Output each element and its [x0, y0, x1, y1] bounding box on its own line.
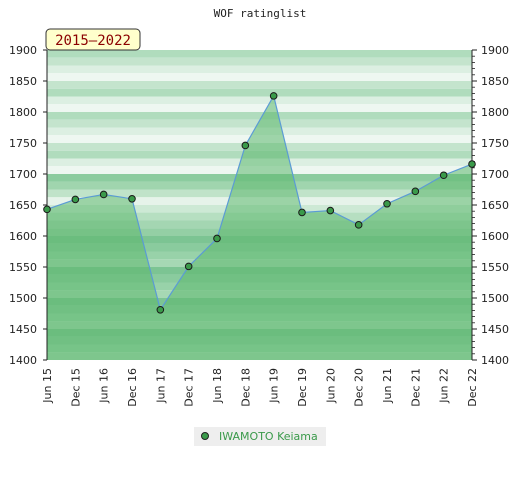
x-tick-label: Dec 17	[183, 368, 196, 407]
x-tick-label: Dec 20	[353, 368, 366, 407]
band	[47, 57, 472, 66]
y-tick-label-right: 1800	[481, 106, 509, 119]
series-area	[47, 95, 472, 360]
y-tick-label-left: 1400	[9, 354, 37, 367]
data-point	[354, 221, 363, 229]
data-point	[468, 160, 476, 168]
x-tick-label: Dec 15	[69, 368, 82, 407]
data-point	[213, 234, 221, 243]
x-tick-label: Jun 18	[211, 368, 224, 404]
data-point	[241, 141, 250, 150]
y-tick-label-left: 1600	[9, 230, 37, 243]
y-tick-label-left: 1450	[9, 323, 37, 336]
y-tick-label-right: 1650	[481, 199, 509, 212]
data-point	[43, 205, 51, 214]
x-tick-label: Dec 18	[239, 368, 252, 407]
band	[47, 104, 472, 112]
data-point	[71, 195, 80, 204]
data-point	[298, 208, 306, 217]
data-point	[156, 305, 165, 314]
band	[47, 88, 472, 97]
y-tick-label-right: 1500	[481, 292, 509, 305]
y-tick-label-right: 1750	[481, 137, 509, 150]
band	[47, 96, 472, 105]
x-tick-label: Jun 17	[154, 368, 167, 404]
y-tick-label-right: 1550	[481, 261, 509, 274]
y-tick-label-left: 1700	[9, 168, 37, 181]
y-tick-label-left: 1850	[9, 75, 37, 88]
data-point	[326, 206, 335, 215]
legend-series-name: IWAMOTO Keiama	[219, 430, 318, 443]
x-tick-label: Dec 16	[126, 368, 139, 407]
legend-marker	[201, 432, 209, 440]
band	[47, 65, 472, 74]
band	[47, 50, 472, 58]
series-line	[46, 94, 473, 312]
x-tick-label: Jun 16	[98, 368, 111, 404]
data-point	[99, 190, 108, 199]
band	[47, 112, 472, 120]
x-tick-label: Dec 22	[466, 368, 479, 407]
points-layer	[43, 92, 476, 314]
data-point	[269, 92, 278, 100]
area-layer	[46, 94, 473, 360]
band	[47, 73, 472, 81]
axes: 1400 1400 1450 1450 1500 1500 1550 1550 1600 1600…	[9, 44, 509, 407]
x-tick-label: Jun 20	[324, 368, 337, 404]
data-point	[184, 262, 193, 271]
y-tick-label-left: 1650	[9, 199, 37, 212]
y-tick-label-right: 1850	[481, 75, 509, 88]
data-point	[439, 171, 448, 180]
y-tick-label-right: 1600	[481, 230, 509, 243]
period-label: 2015–2022	[55, 33, 131, 49]
y-tick-label-left: 1500	[9, 292, 37, 305]
data-point	[128, 195, 136, 203]
data-point	[383, 199, 391, 208]
y-tick-label-left: 1550	[9, 261, 37, 274]
band	[47, 81, 472, 89]
y-tick-label-left: 1800	[9, 106, 37, 119]
data-point	[411, 187, 420, 196]
y-tick-label-left: 1900	[9, 44, 37, 57]
y-tick-label-right: 1900	[481, 44, 509, 57]
x-tick-label: Dec 19	[296, 368, 309, 407]
chart-title: WOF ratinglist	[214, 7, 307, 20]
x-tick-label: Jun 19	[268, 368, 281, 404]
x-tick-label: Jun 22	[438, 368, 451, 404]
x-tick-label: Dec 21	[409, 368, 422, 407]
y-tick-label-right: 1450	[481, 323, 509, 336]
period-badge: 2015–2022	[45, 28, 141, 51]
legend: IWAMOTO Keiama	[194, 427, 326, 446]
y-tick-label-right: 1400	[481, 354, 509, 367]
x-tick-label: Jun 21	[381, 368, 394, 404]
y-tick-label-left: 1750	[9, 137, 37, 150]
y-tick-label-right: 1700	[481, 168, 509, 181]
x-tick-label: Jun 15	[41, 368, 54, 404]
